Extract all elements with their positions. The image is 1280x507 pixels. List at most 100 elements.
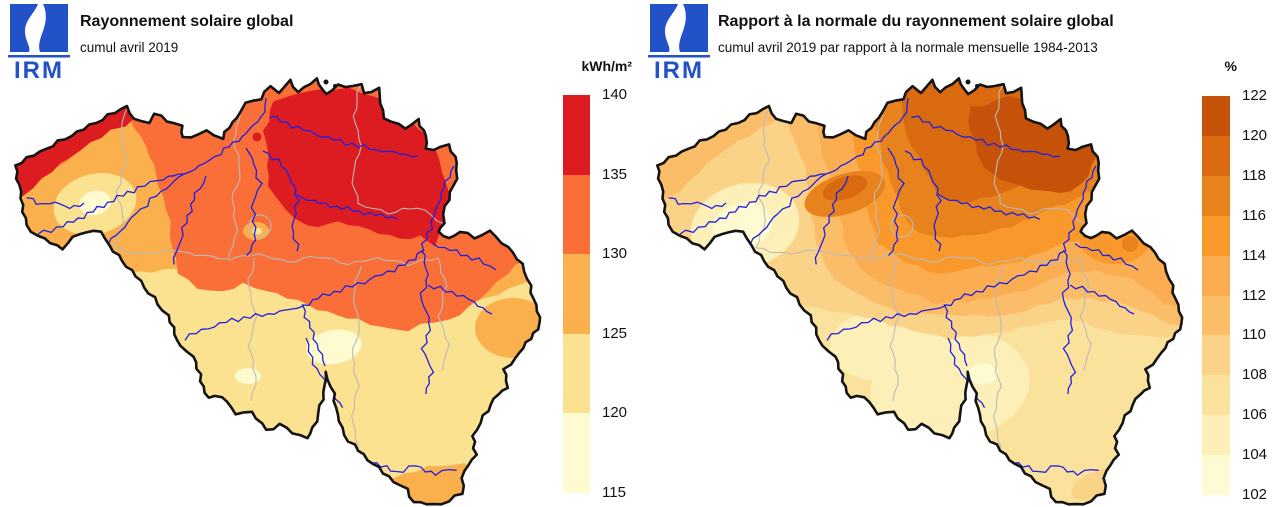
- colorbar-tick-label: 120: [1242, 126, 1268, 144]
- irm-logo: IRM: [8, 4, 70, 80]
- colorbar-segment: [1202, 415, 1230, 456]
- province-border: [890, 214, 914, 238]
- colorbar-segment: [1202, 135, 1230, 177]
- logo-flame-icon: [25, 4, 46, 52]
- left-panel-subtitle: cumul avril 2019: [80, 40, 179, 55]
- colorbar-segment: [563, 174, 590, 255]
- river: [1061, 249, 1077, 395]
- river: [745, 97, 909, 249]
- province-border: [755, 247, 871, 260]
- colorbar-segment: [563, 254, 590, 335]
- belgium-map-radiation: [14, 77, 542, 506]
- irm-logo: IRM: [648, 4, 710, 80]
- river: [432, 243, 497, 271]
- colorbar-tick-label: 140: [602, 86, 628, 103]
- contour-band: [1134, 108, 1183, 164]
- contour-band: [79, 190, 111, 216]
- river: [427, 284, 493, 315]
- river: [269, 115, 419, 158]
- colorbar-segment: [1202, 335, 1230, 376]
- colorbar-segment: [1202, 175, 1230, 217]
- province-border: [870, 253, 1081, 267]
- left-colorbar: 140 135 130 125 120 115: [563, 86, 627, 501]
- logo-text: IRM: [14, 57, 64, 80]
- colorbar-segment: [1202, 295, 1230, 336]
- country-outline: [14, 77, 542, 506]
- logo-flame-icon: [665, 4, 686, 52]
- enclave-dot: [975, 84, 979, 88]
- colorbar-segment: [1202, 255, 1230, 296]
- enclave-dot: [965, 79, 971, 85]
- river: [887, 147, 905, 256]
- river: [295, 193, 399, 220]
- province-border: [437, 257, 450, 372]
- province-border: [247, 257, 258, 402]
- enclave-dot: [323, 79, 329, 85]
- country-outline: [656, 77, 1184, 506]
- river: [943, 165, 1097, 367]
- colorbar-tick-label: 114: [1242, 246, 1266, 264]
- colorbar-segment: [563, 413, 590, 494]
- province-border: [228, 253, 439, 267]
- contour-band: [657, 104, 782, 206]
- river: [26, 197, 85, 210]
- colorbar-tick-label: 106: [1242, 406, 1268, 424]
- river: [814, 175, 849, 265]
- river: [172, 175, 207, 265]
- right-colorbar: 122 120 118 116 114 112 110 108 106 104 102: [1202, 87, 1267, 503]
- colorbar-tick-label: 118: [1242, 166, 1266, 184]
- river: [679, 173, 827, 235]
- river: [1074, 243, 1139, 271]
- contour-band: [822, 175, 868, 201]
- province-border: [869, 112, 883, 260]
- river: [184, 305, 304, 341]
- river: [911, 115, 1061, 158]
- province-border: [357, 203, 445, 225]
- colorbar-segment: [1202, 215, 1230, 257]
- province-border: [351, 266, 362, 472]
- colorbar-tick-label: 122: [1242, 87, 1268, 104]
- colorbar-tick-label: 112: [1242, 286, 1266, 304]
- river: [262, 150, 301, 252]
- contour-band: [1122, 236, 1138, 252]
- logo-text: IRM: [654, 57, 704, 80]
- river: [937, 193, 1041, 220]
- colorbar-segment: [563, 95, 590, 176]
- colorbar-segment: [1202, 375, 1230, 416]
- left-colorbar-unit: kWh/m²: [581, 58, 632, 74]
- colorbar-tick-label: 108: [1242, 366, 1268, 384]
- colorbar-tick-label: 130: [602, 245, 628, 263]
- colorbar-tick-label: 115: [602, 484, 626, 501]
- colorbar-tick-label: 120: [602, 404, 628, 422]
- contour-band: [830, 311, 930, 381]
- colorbar-tick-label: 102: [1242, 486, 1268, 503]
- colorbar-tick-label: 125: [602, 324, 628, 342]
- river: [37, 173, 185, 235]
- river: [419, 249, 435, 395]
- right-colorbar-unit: %: [1224, 58, 1237, 74]
- province-border: [993, 266, 1004, 472]
- colorbar-segment: [1202, 455, 1230, 496]
- right-panel-title: Rapport à la normale du rayonnement sola…: [718, 13, 1114, 30]
- enclave-dot: [333, 84, 337, 88]
- belgium-map-ratio: [656, 77, 1184, 506]
- contour-fill-layer: [15, 78, 541, 505]
- river: [245, 147, 263, 256]
- colorbar-segment: [563, 333, 590, 414]
- river: [668, 197, 727, 210]
- river: [1069, 284, 1135, 315]
- river: [826, 305, 946, 341]
- river: [103, 97, 267, 249]
- province-border: [227, 112, 241, 260]
- contour-band: [306, 329, 362, 365]
- colorbar-tick-label: 116: [1242, 206, 1266, 224]
- colorbar-tick-label: 110: [1242, 326, 1266, 344]
- colorbar-tick-label: 104: [1242, 446, 1268, 464]
- colorbar-tick-label: 135: [602, 165, 628, 183]
- province-border: [113, 247, 229, 260]
- province-border: [113, 106, 129, 249]
- province-border: [999, 203, 1087, 225]
- province-border: [248, 214, 272, 238]
- river: [301, 165, 455, 367]
